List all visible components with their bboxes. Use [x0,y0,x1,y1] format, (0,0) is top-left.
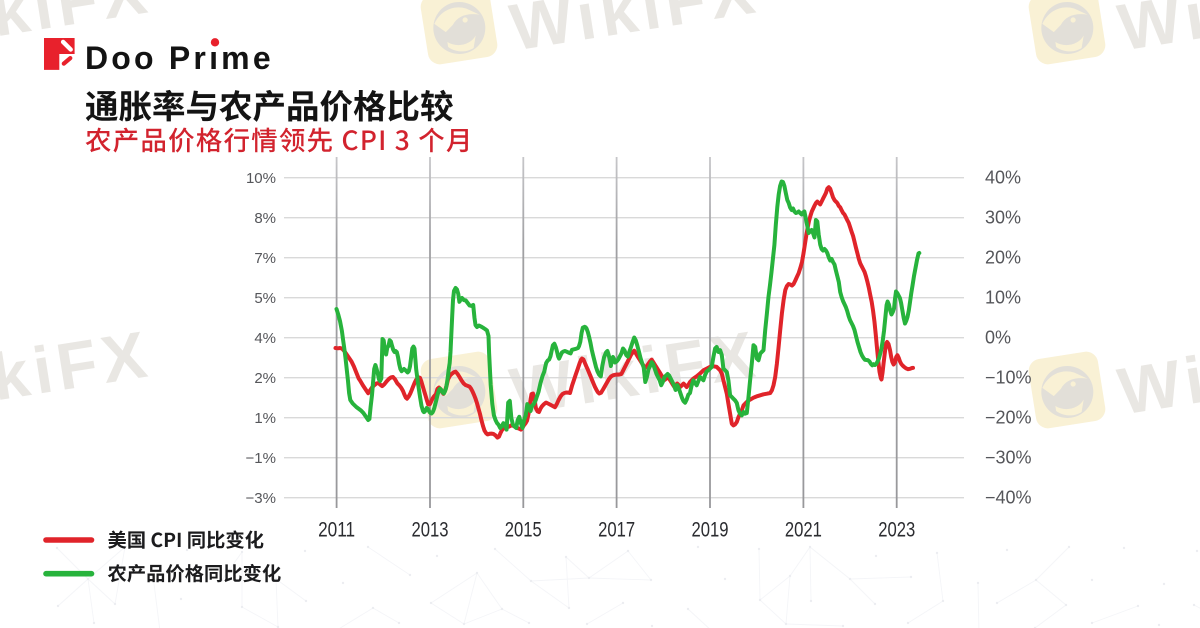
svg-text:2021: 2021 [785,519,822,542]
svg-text:−20%: −20% [985,408,1032,428]
svg-text:40%: 40% [985,168,1021,188]
svg-text:20%: 20% [985,248,1021,268]
svg-text:10%: 10% [985,288,1021,308]
svg-text:30%: 30% [985,208,1021,228]
svg-text:0%: 0% [985,328,1011,348]
svg-text:10%: 10% [246,170,276,187]
svg-text:2019: 2019 [692,519,729,542]
svg-text:2015: 2015 [505,519,542,542]
svg-text:5%: 5% [254,290,276,307]
svg-text:2%: 2% [254,370,276,387]
svg-text:−1%: −1% [246,450,276,467]
svg-text:−3%: −3% [246,490,276,507]
svg-text:−10%: −10% [985,368,1032,388]
svg-text:2011: 2011 [318,519,355,542]
svg-text:7%: 7% [254,250,276,267]
svg-text:−30%: −30% [985,448,1032,468]
svg-text:2023: 2023 [878,519,915,542]
svg-text:Doo Prıme: Doo Prıme [85,40,274,76]
svg-text:1%: 1% [254,410,276,427]
svg-text:−40%: −40% [985,488,1032,508]
svg-text:WikiFX: WikiFX [1113,0,1200,64]
svg-text:2013: 2013 [412,519,449,542]
svg-text:2017: 2017 [598,519,635,542]
svg-text:4%: 4% [254,330,276,347]
svg-text:8%: 8% [254,210,276,227]
